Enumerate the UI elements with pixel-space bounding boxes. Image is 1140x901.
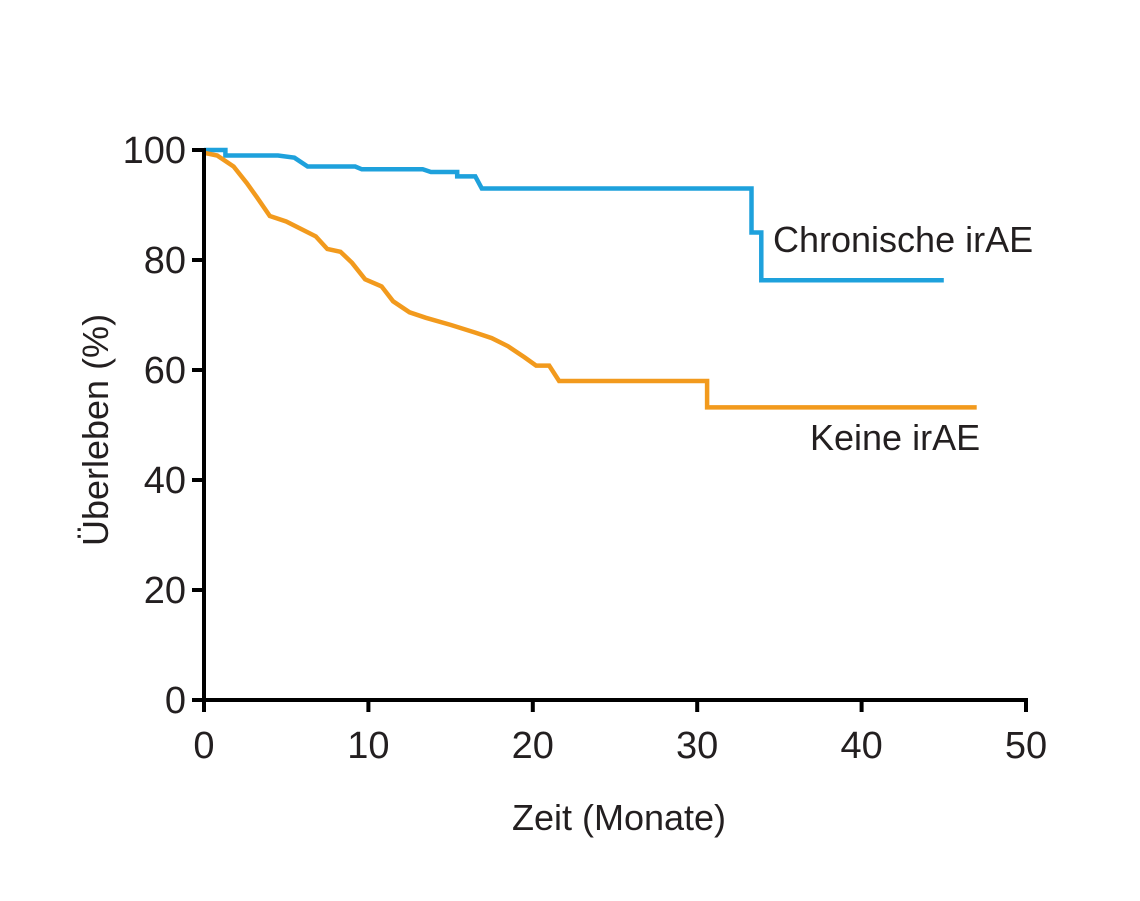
x-tick-label: 20	[512, 725, 554, 767]
x-axis-ticks: 0 10 20 30 40 50	[193, 700, 1047, 767]
series-line-keine-irae	[203, 150, 977, 410]
y-tick-label: 40	[144, 460, 186, 502]
y-tick-label: 80	[144, 240, 186, 282]
y-tick-label: 20	[144, 570, 186, 612]
y-tick-label: 0	[165, 680, 186, 722]
y-tick-label: 60	[144, 350, 186, 392]
y-axis-ticks: 0 20 40 60 80 100	[123, 130, 204, 722]
y-tick-label: 100	[123, 130, 186, 172]
series-line-chronische-irae	[204, 147, 944, 283]
series-layer	[203, 147, 977, 410]
x-tick-label: 40	[840, 725, 882, 767]
y-axis-title: Überleben (%)	[75, 314, 116, 546]
x-tick-label: 10	[347, 725, 389, 767]
x-tick-label: 30	[676, 725, 718, 767]
series-label-chronische-irae: Chronische irAE	[773, 219, 1033, 260]
series-label-keine-irae: Keine irAE	[810, 417, 980, 458]
x-tick-label: 0	[193, 725, 214, 767]
x-tick-label: 50	[1005, 725, 1047, 767]
x-axis-title: Zeit (Monate)	[512, 797, 726, 838]
